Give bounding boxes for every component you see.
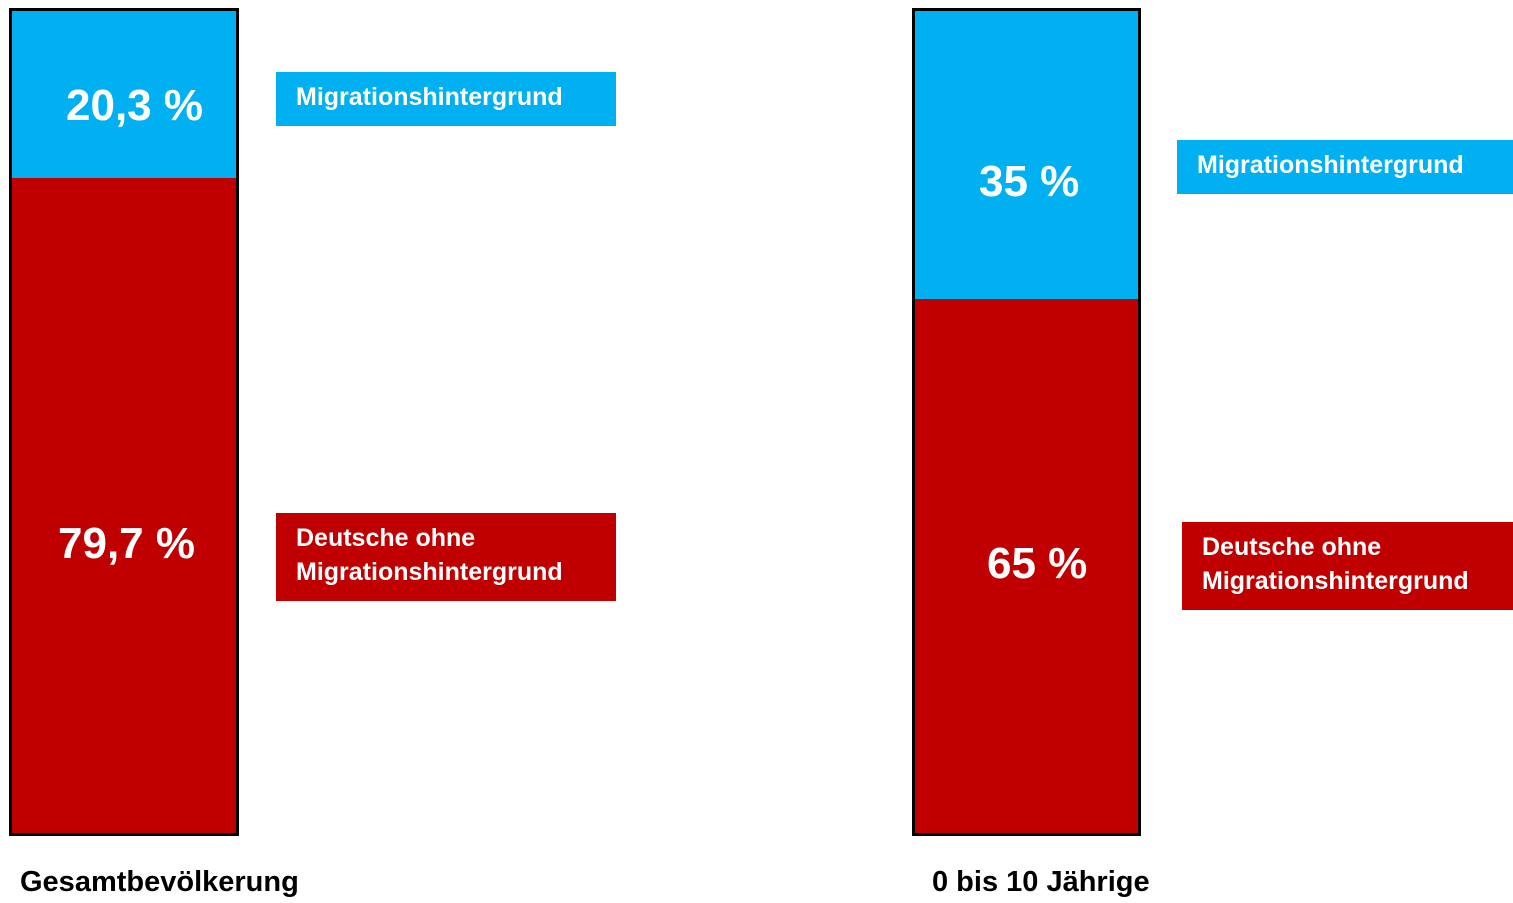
segment-migrationshintergrund: [915, 11, 1138, 299]
legend-migrationshintergrund: Migrationshintergrund: [1177, 140, 1513, 194]
value-label-deutsche-ohne-migrationshintergrund: 65 %: [987, 539, 1088, 588]
value-label-migrationshintergrund: 20,3 %: [66, 81, 203, 130]
value-label-migrationshintergrund: 35 %: [979, 157, 1080, 206]
legend-label-line-1: Deutsche ohne: [296, 524, 476, 552]
category-label-0-bis-10-jaehrige: 0 bis 10 Jährige: [932, 866, 1150, 898]
bar-gesamtbevoelkerung: [9, 8, 239, 836]
segment-deutsche-ohne-migrationshintergrund: [915, 299, 1138, 833]
value-label-deutsche-ohne-migrationshintergrund: 79,7 %: [58, 519, 195, 568]
legend-label: Migrationshintergrund: [1197, 151, 1464, 179]
segment-deutsche-ohne-migrationshintergrund: [12, 178, 236, 833]
bar-0-bis-10-jaehrige: [912, 8, 1141, 836]
legend-label-line-1: Deutsche ohne: [1202, 533, 1382, 561]
category-label-gesamtbevoelkerung: Gesamtbevölkerung: [20, 866, 299, 898]
legend-deutsche-ohne-migrationshintergrund: Deutsche ohne Migrationshintergrund: [276, 513, 616, 601]
legend-label: Migrationshintergrund: [296, 83, 563, 111]
segment-migrationshintergrund: [12, 11, 236, 178]
legend-label-line-2: Migrationshintergrund: [296, 558, 563, 586]
legend-migrationshintergrund: Migrationshintergrund: [276, 72, 616, 126]
legend-deutsche-ohne-migrationshintergrund: Deutsche ohne Migrationshintergrund: [1182, 522, 1513, 610]
legend-label-line-2: Migrationshintergrund: [1202, 567, 1469, 595]
